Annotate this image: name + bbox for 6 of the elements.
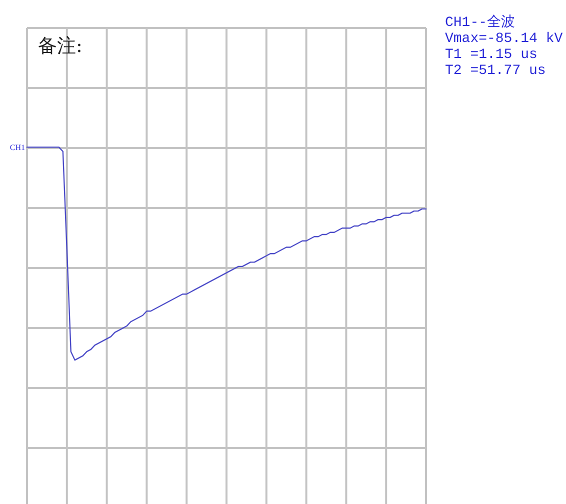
text: CH1--全波: [445, 14, 516, 31]
text: Vmax=-85.14 kV: [445, 31, 564, 47]
text: CH1: [10, 143, 25, 152]
text: T1 =1.15 us: [445, 47, 538, 63]
text: T2 =51.77 us: [445, 63, 546, 79]
text: 备注:: [38, 35, 82, 57]
